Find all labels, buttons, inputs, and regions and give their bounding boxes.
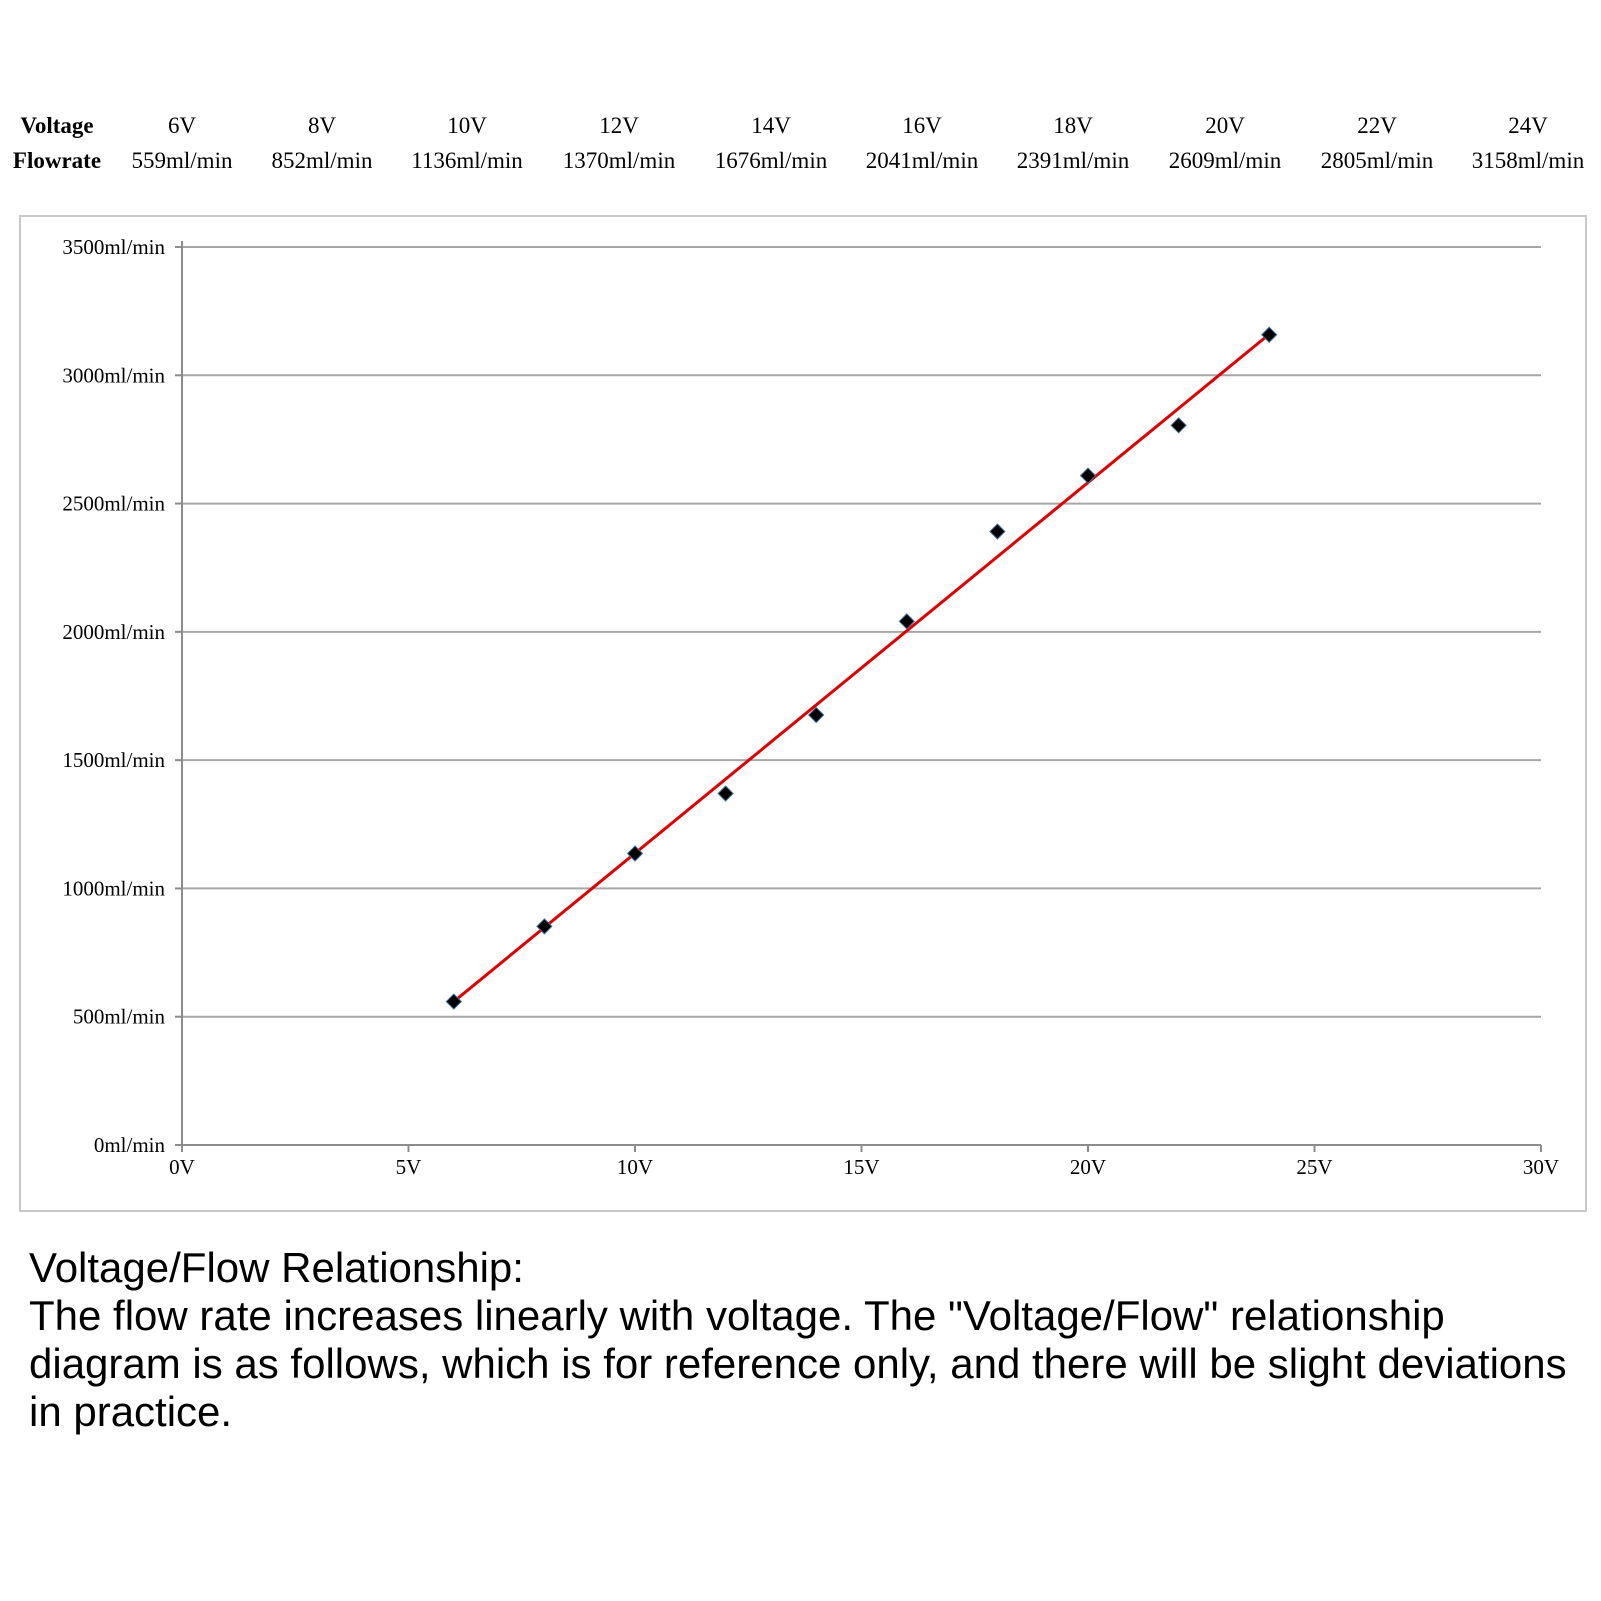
x-tick-label: 15V	[843, 1155, 879, 1179]
chart-frame	[19, 215, 1587, 1212]
table-voltage-cell: 14V	[751, 113, 791, 138]
data-point	[807, 706, 825, 724]
table-flowrate-cell: 1676ml/min	[715, 148, 828, 173]
y-tick-label: 3500ml/min	[62, 235, 165, 259]
flowrate-header: Flowrate	[13, 148, 101, 173]
y-tick-label: 500ml/min	[73, 1005, 166, 1029]
x-tick-label: 10V	[617, 1155, 653, 1179]
trendline	[452, 333, 1271, 1003]
voltage-flow-chart: 0ml/min 500ml/min 1000ml/min 1500ml/min 2000…	[19, 215, 1587, 1212]
y-tick-label: 0ml/min	[94, 1133, 166, 1157]
x-tick-labels: 0V 5V 10V 15V 20V 25V 30V	[169, 1155, 1559, 1179]
table-voltage-cell: 12V	[599, 113, 639, 138]
table-voltage-cell: 8V	[308, 113, 337, 138]
axes	[181, 241, 1542, 1152]
table-flowrate-cell: 852ml/min	[272, 148, 373, 173]
data-point	[989, 523, 1006, 540]
data-point	[626, 845, 644, 862]
x-tick-label: 25V	[1296, 1155, 1332, 1179]
x-tick-label: 30V	[1523, 1155, 1559, 1179]
data-point	[445, 993, 463, 1010]
y-tick-labels: 0ml/min 500ml/min 1000ml/min 1500ml/min 2000…	[62, 235, 165, 1157]
x-tick-label: 0V	[169, 1155, 195, 1179]
caption-title: Voltage/Flow Relationship:	[29, 1244, 524, 1291]
table-voltage-cell: 18V	[1053, 113, 1093, 138]
table-flowrate-cell: 2609ml/min	[1169, 148, 1282, 173]
table-flowrate-cell: 2805ml/min	[1321, 148, 1434, 173]
table-flowrate-cell: 559ml/min	[132, 148, 233, 173]
data-point	[1170, 417, 1187, 434]
table-voltage-cell: 22V	[1357, 113, 1397, 138]
data-points	[445, 326, 1278, 1010]
x-tick-label: 20V	[1070, 1155, 1106, 1179]
table-flowrate-cell: 3158ml/min	[1472, 148, 1585, 173]
table-voltage-cell: 10V	[447, 113, 487, 138]
table-voltage-cell: 24V	[1508, 113, 1548, 138]
table-flowrate-cell: 1370ml/min	[563, 148, 676, 173]
table-voltage-cell: 6V	[168, 113, 197, 138]
y-tick-label: 1000ml/min	[62, 876, 165, 900]
data-point	[898, 613, 916, 630]
data-point	[717, 785, 734, 802]
trendline-layer	[452, 333, 1271, 1003]
caption-body: The flow rate increases linearly with vo…	[29, 1292, 1567, 1435]
caption: Voltage/Flow Relationship: The flow rate…	[29, 1244, 1589, 1436]
table-voltage-cell: 20V	[1205, 113, 1245, 138]
x-tick-label: 5V	[396, 1155, 422, 1179]
y-tick-label: 2000ml/min	[62, 620, 165, 644]
y-tick-label: 2500ml/min	[62, 492, 165, 516]
y-tick-label: 1500ml/min	[62, 748, 165, 772]
voltage-header: Voltage	[20, 113, 93, 138]
data-point	[1079, 467, 1097, 484]
table-flowrate-cell: 2041ml/min	[866, 148, 979, 173]
table-voltage-cell: 16V	[902, 113, 942, 138]
table-flowrate-cell: 2391ml/min	[1017, 148, 1130, 173]
data-point	[1260, 326, 1278, 343]
table-cells: 6V 8V 10V 12V 14V 16V 18V 20V 22V 24V 559ml/min 852…	[132, 113, 1585, 173]
table-flowrate-cell: 1136ml/min	[411, 148, 523, 173]
y-tick-label: 3000ml/min	[62, 363, 165, 387]
voltage-flow-table: Voltage Flowrate 6V 8V 10V 12V 14V 16V 18V 20V 2…	[13, 113, 1585, 173]
data-point	[536, 918, 553, 935]
grid-lines	[175, 246, 1541, 1146]
